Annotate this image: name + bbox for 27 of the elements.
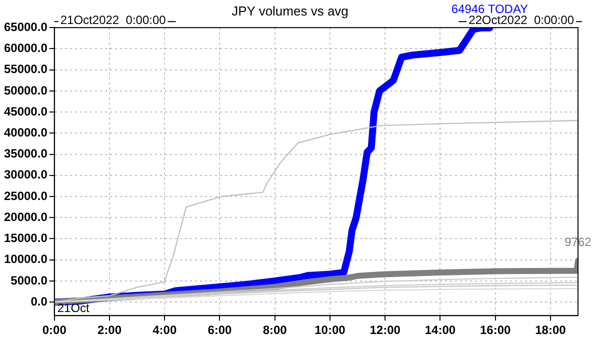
y-tick-label: 0.0: [30, 294, 48, 308]
x-tick-label: 16:00: [480, 323, 511, 338]
x-tick-label: 12:00: [370, 323, 401, 338]
y-tick-label: 35000.0: [4, 146, 48, 161]
annotation: 21Oct: [57, 300, 90, 315]
x-tick-label: 4:00: [152, 323, 177, 338]
y-tick-label: 25000.0: [4, 188, 48, 203]
y-tick-label: 15000.0: [4, 231, 48, 246]
y-tick-label: 45000.0: [4, 104, 48, 118]
y-tick-label: 30000.0: [4, 168, 48, 182]
x-tick-label: 0:00: [42, 323, 67, 338]
x-tick-label: 2:00: [97, 323, 122, 338]
y-tick-label: 20000.0: [4, 210, 48, 224]
y-tick-label: 5000.0: [10, 273, 48, 288]
y-tick-label: 55000.0: [4, 62, 48, 76]
y-tick-label: 60000.0: [4, 41, 48, 56]
x-tick-label: 18:00: [535, 323, 566, 338]
x-tick-label: 6:00: [208, 323, 232, 338]
x-tick-label: 8:00: [262, 323, 288, 338]
y-tick-label: 10000.0: [4, 252, 48, 266]
x-tick-label: 14:00: [424, 323, 456, 338]
y-tick-label: 65000.0: [4, 20, 48, 34]
chart-title: JPY volumes vs avg: [232, 3, 348, 18]
x-tick-label: 10:00: [314, 323, 346, 338]
y-tick-label: 50000.0: [4, 83, 48, 98]
text: 21Oct2022 0:00:00: [60, 12, 166, 27]
y-tick-label: 40000.0: [4, 125, 48, 140]
